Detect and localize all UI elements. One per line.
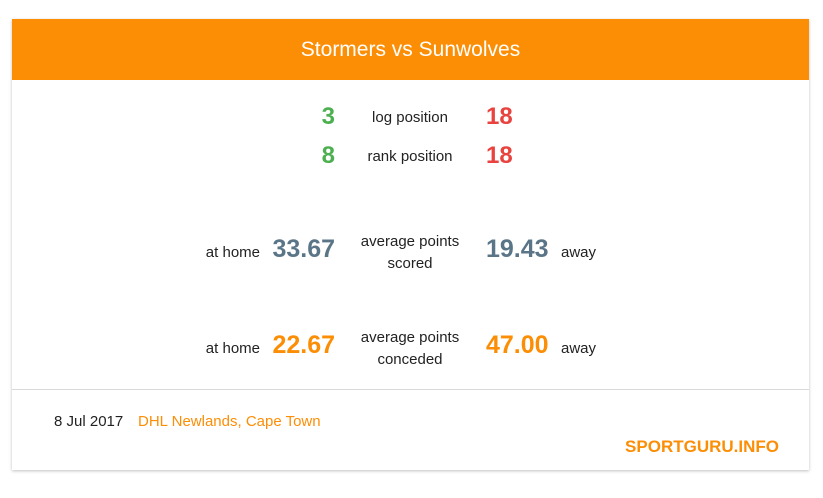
away-average-scored: 19.43 <box>486 235 549 263</box>
match-title: Stormers vs Sunwolves <box>300 37 521 61</box>
scored-home-prefix: at home <box>205 244 260 261</box>
rank-position-label: rank position <box>367 148 453 165</box>
home-average-conceded: 22.67 <box>272 331 335 359</box>
average-scored-row: at home 33.67 average points scored 19.4… <box>12 231 809 281</box>
home-log-position: 3 <box>321 103 335 130</box>
away-rank-position: 18 <box>486 142 513 169</box>
average-scored-label: average points scored <box>350 231 470 275</box>
match-card: Stormers vs Sunwolves 3 log position 18 … <box>12 19 809 470</box>
away-log-position: 18 <box>486 103 513 130</box>
conceded-home-prefix: at home <box>205 340 260 357</box>
scored-away-suffix: away <box>561 244 597 261</box>
away-average-conceded: 47.00 <box>486 331 549 359</box>
log-position-row: 3 log position 18 <box>12 103 809 143</box>
home-average-scored: 33.67 <box>272 235 335 263</box>
average-scored-label-line2: scored <box>387 255 433 272</box>
home-rank-position: 8 <box>321 142 335 169</box>
conceded-away-suffix: away <box>561 340 597 357</box>
average-conceded-label-line2: conceded <box>377 351 443 368</box>
rank-position-row: 8 rank position 18 <box>12 142 809 182</box>
average-conceded-label: average points conceded <box>350 327 470 371</box>
match-date: 8 Jul 2017 <box>54 413 124 430</box>
average-scored-label-line1: average points <box>360 233 460 250</box>
footer-divider <box>12 389 809 390</box>
card-header: Stormers vs Sunwolves <box>12 19 809 80</box>
sportguru-brand-link[interactable]: SPORTGURU.INFO <box>625 437 779 456</box>
venue-link[interactable]: DHL Newlands, Cape Town <box>138 413 321 430</box>
average-conceded-row: at home 22.67 average points conceded 47… <box>12 327 809 377</box>
average-conceded-label-line1: average points <box>360 329 460 346</box>
log-position-label: log position <box>372 109 448 126</box>
